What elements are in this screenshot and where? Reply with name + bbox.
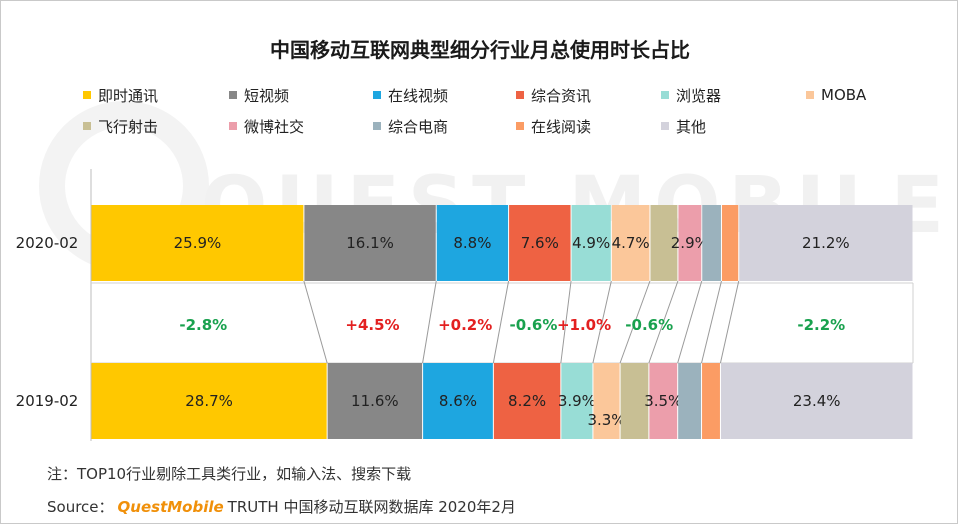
chart-title: 中国移动互联网典型细分行业月总使用时长占比 xyxy=(270,38,690,62)
bar-segment xyxy=(739,205,913,281)
legend-item: 其他 xyxy=(661,116,706,136)
legend-label: 微博社交 xyxy=(244,117,305,136)
bar-segment xyxy=(593,363,620,439)
legend-label: 在线阅读 xyxy=(531,117,592,136)
legend-item: 综合电商 xyxy=(373,116,448,136)
data-label: 16.1% xyxy=(346,234,394,252)
connector-line xyxy=(303,280,328,364)
legend-swatch xyxy=(373,91,381,99)
change-label: -2.2% xyxy=(797,316,845,334)
data-label: 25.9% xyxy=(174,234,222,252)
bar-segment xyxy=(304,205,436,281)
bar-segment xyxy=(436,205,509,281)
source-suffix: TRUTH 中国移动互联网数据库 2020年2月 xyxy=(227,498,516,516)
connector-line xyxy=(677,280,703,364)
bar-segment xyxy=(650,205,678,281)
legend-swatch xyxy=(516,122,524,130)
change-label: +0.2% xyxy=(438,316,492,334)
data-label: 8.8% xyxy=(453,234,491,252)
data-label: 3.5% xyxy=(644,392,682,410)
source-prefix: Source： xyxy=(47,498,114,516)
data-label: 8.6% xyxy=(439,392,477,410)
stacked-bar-chart: 2020-02 25.9% 16.1% 8.8% 7.6% 4.9% 4.7% 2.9% 21.… xyxy=(16,169,914,441)
bar-segment xyxy=(702,205,721,281)
source-line: Source： QuestMobile TRUTH 中国移动互联网数据库 2020年… xyxy=(47,496,516,517)
legend-item: 综合资讯 xyxy=(516,85,591,105)
data-label: 7.6% xyxy=(521,234,559,252)
connector-line xyxy=(492,280,510,364)
legend-swatch xyxy=(661,91,669,99)
legend-swatch xyxy=(661,122,669,130)
legend-label: 其他 xyxy=(676,117,707,136)
bar-segment xyxy=(493,363,561,439)
data-label: 4.7% xyxy=(612,234,650,252)
connector-line xyxy=(648,280,679,364)
source-brand: QuestMobile xyxy=(117,498,224,516)
data-label: 4.9% xyxy=(572,234,610,252)
legend-item: 在线阅读 xyxy=(516,116,591,136)
connector-line xyxy=(619,280,651,364)
legend-swatch xyxy=(83,91,91,99)
bar-segment xyxy=(611,205,650,281)
legend-item: MOBA xyxy=(806,85,866,105)
bar-segment xyxy=(649,363,678,439)
legend-swatch xyxy=(229,122,237,130)
bar-segment xyxy=(721,205,739,281)
legend-item: 浏览器 xyxy=(661,85,721,105)
change-label: +1.0% xyxy=(557,316,611,334)
legend-label: MOBA xyxy=(821,86,867,104)
bar-segment xyxy=(509,205,571,281)
data-label: 11.6% xyxy=(351,392,399,410)
legend-item: 在线视频 xyxy=(373,85,448,105)
bar-segment xyxy=(91,205,304,281)
legend-swatch xyxy=(806,91,814,99)
bar-segment xyxy=(91,363,327,439)
data-label: 8.2% xyxy=(508,392,546,410)
data-label: 3.9% xyxy=(558,392,596,410)
data-label: 28.7% xyxy=(185,392,233,410)
change-label: -0.6% xyxy=(625,316,673,334)
legend-swatch xyxy=(516,91,524,99)
legend-label: 综合电商 xyxy=(388,117,449,136)
legend-label: 短视频 xyxy=(244,86,290,105)
legend-item: 飞行射击 xyxy=(83,116,158,136)
legend-item: 微博社交 xyxy=(229,116,304,136)
bar-segment xyxy=(702,363,720,439)
bar-segment xyxy=(571,205,611,281)
bar-segment xyxy=(423,363,493,439)
change-label: +4.5% xyxy=(345,316,399,334)
row-label: 2020-02 xyxy=(16,234,79,252)
data-label: 2.9% xyxy=(671,234,709,252)
legend-item: 短视频 xyxy=(229,85,289,105)
row-label: 2019-02 xyxy=(16,392,79,410)
bar-segment xyxy=(678,205,702,281)
footnote: 注：TOP10行业剔除工具类行业，如输入法、搜索下载 xyxy=(47,465,412,483)
legend-label: 飞行射击 xyxy=(98,117,159,136)
data-label: 21.2% xyxy=(802,234,850,252)
bar-segment xyxy=(720,363,913,439)
legend-label: 综合资讯 xyxy=(531,86,592,105)
legend-swatch xyxy=(229,91,237,99)
legend-label: 浏览器 xyxy=(676,86,722,105)
bar-segment xyxy=(561,363,593,439)
bar-segment xyxy=(620,363,649,439)
legend-item: 即时通讯 xyxy=(83,85,158,105)
legend-label: 在线视频 xyxy=(388,86,449,105)
connector-line xyxy=(592,280,612,364)
connector-line xyxy=(701,280,722,364)
change-label: -0.6% xyxy=(510,316,558,334)
bar-segment xyxy=(678,363,702,439)
legend-swatch xyxy=(83,122,91,130)
legend-label: 即时通讯 xyxy=(98,86,159,105)
data-label: 23.4% xyxy=(793,392,841,410)
data-label: 3.3% xyxy=(587,411,625,429)
connector-line xyxy=(422,280,437,364)
legend-swatch xyxy=(373,122,381,130)
change-label: -2.8% xyxy=(179,316,227,334)
connector-line xyxy=(560,280,572,364)
bar-segment xyxy=(327,363,423,439)
connector-line xyxy=(719,280,740,364)
